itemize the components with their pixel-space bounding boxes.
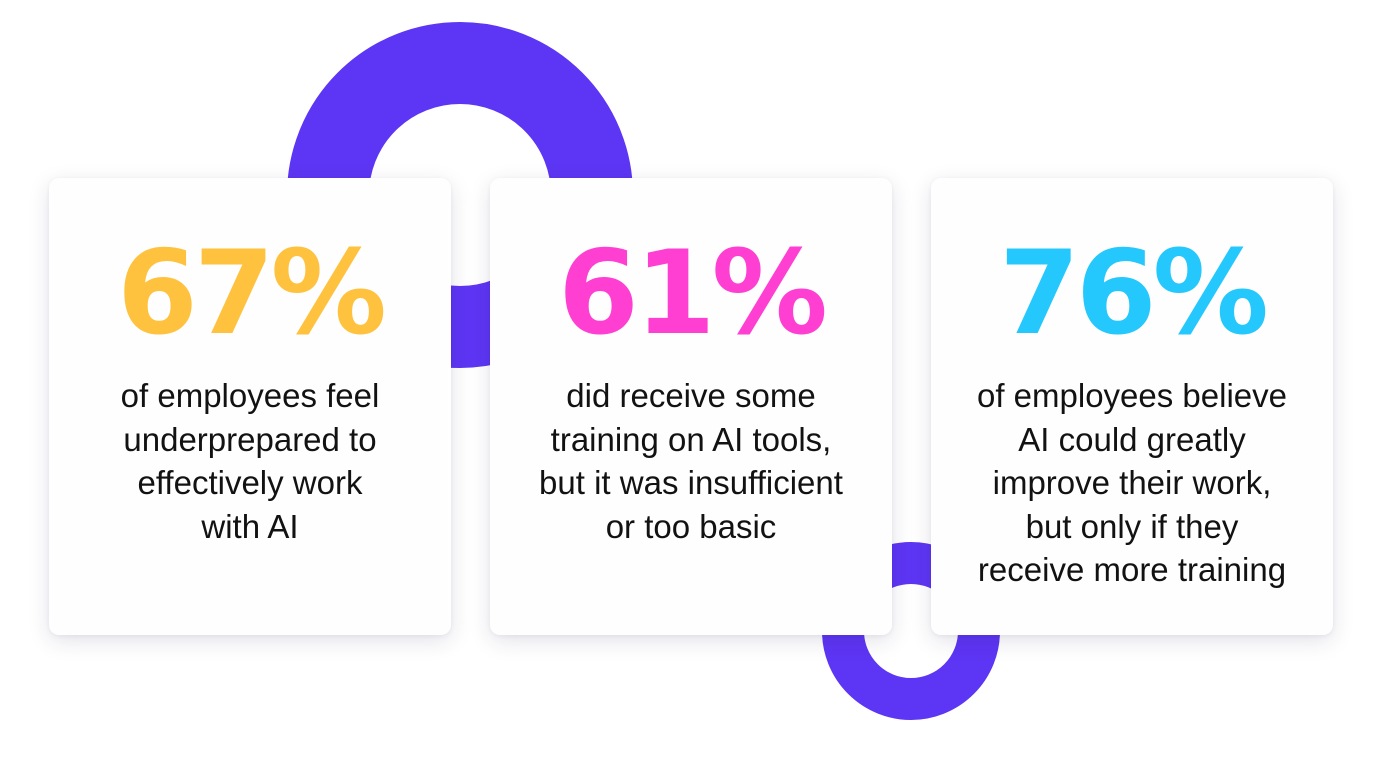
description-line: effectively work	[137, 464, 363, 501]
stat-card-underprepared: 67% of employees feel underprepared to e…	[49, 178, 451, 635]
description-line: did receive some	[566, 377, 816, 414]
description-line: underprepared to	[123, 420, 377, 458]
stat-value: 61%	[558, 226, 828, 361]
description-line: AI could greatly	[1018, 420, 1246, 458]
description-line: or too basic	[605, 507, 777, 545]
description-line: of employees feel	[120, 377, 380, 414]
stat-value: 76%	[999, 226, 1269, 361]
description-line: but it was insufficient	[539, 464, 843, 501]
description-line: with AI	[201, 507, 299, 545]
stat-description: of employees feel underprepared to effec…	[49, 374, 451, 548]
description-line: training on AI tools,	[550, 420, 832, 458]
description-line: receive more training	[977, 551, 1287, 588]
stat-value: 67%	[117, 226, 387, 361]
stat-card-improve-work: 76% of employees believe AI could greatl…	[931, 178, 1333, 635]
description-line: but only if they	[1025, 507, 1239, 545]
description-line: of employees believe	[976, 377, 1288, 414]
stat-card-insufficient-training: 61% did receive some training on AI tool…	[490, 178, 892, 635]
description-line: improve their work,	[992, 464, 1272, 501]
stat-description: did receive some training on AI tools, b…	[490, 374, 892, 548]
stat-description: of employees believe AI could greatly im…	[931, 374, 1333, 592]
